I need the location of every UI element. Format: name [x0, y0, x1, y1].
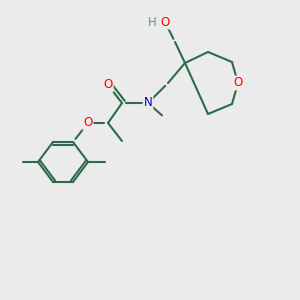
Text: N: N: [144, 97, 152, 110]
Text: O: O: [103, 79, 112, 92]
Text: O: O: [83, 116, 93, 130]
Text: O: O: [233, 76, 243, 89]
Text: O: O: [160, 16, 169, 28]
Text: H: H: [148, 16, 156, 28]
